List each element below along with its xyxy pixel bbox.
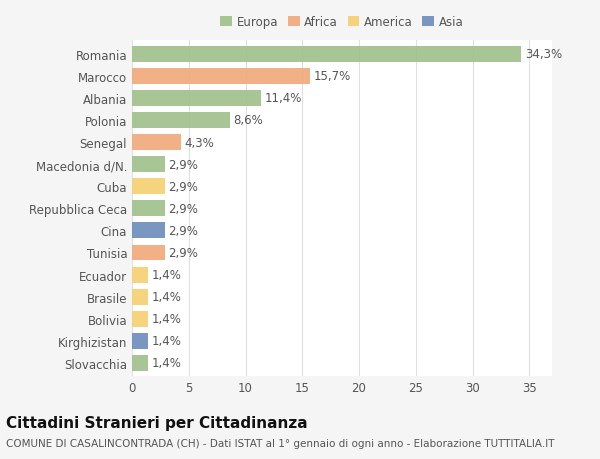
Text: 8,6%: 8,6%: [233, 114, 263, 127]
Bar: [132, 135, 181, 151]
Text: 1,4%: 1,4%: [151, 291, 181, 303]
Text: 2,9%: 2,9%: [169, 224, 198, 237]
Bar: [132, 113, 230, 129]
Text: 1,4%: 1,4%: [151, 269, 181, 281]
Bar: [132, 157, 165, 173]
Bar: [132, 69, 310, 84]
Bar: [132, 333, 148, 349]
Bar: [132, 289, 148, 305]
Bar: [132, 47, 521, 62]
Bar: [132, 245, 165, 261]
Text: 2,9%: 2,9%: [169, 180, 198, 193]
Bar: [132, 91, 262, 106]
Bar: [132, 267, 148, 283]
Legend: Europa, Africa, America, Asia: Europa, Africa, America, Asia: [218, 14, 466, 31]
Text: 2,9%: 2,9%: [169, 246, 198, 259]
Text: 4,3%: 4,3%: [184, 136, 214, 149]
Text: 2,9%: 2,9%: [169, 202, 198, 215]
Text: COMUNE DI CASALINCONTRADA (CH) - Dati ISTAT al 1° gennaio di ogni anno - Elabora: COMUNE DI CASALINCONTRADA (CH) - Dati IS…: [6, 438, 554, 448]
Bar: [132, 355, 148, 371]
Bar: [132, 311, 148, 327]
Text: 2,9%: 2,9%: [169, 158, 198, 171]
Text: 15,7%: 15,7%: [314, 70, 351, 83]
Text: 1,4%: 1,4%: [151, 357, 181, 369]
Text: 11,4%: 11,4%: [265, 92, 302, 105]
Text: 1,4%: 1,4%: [151, 313, 181, 325]
Text: 34,3%: 34,3%: [525, 48, 562, 61]
Bar: [132, 223, 165, 239]
Bar: [132, 201, 165, 217]
Text: Cittadini Stranieri per Cittadinanza: Cittadini Stranieri per Cittadinanza: [6, 415, 308, 431]
Text: 1,4%: 1,4%: [151, 335, 181, 347]
Bar: [132, 179, 165, 195]
